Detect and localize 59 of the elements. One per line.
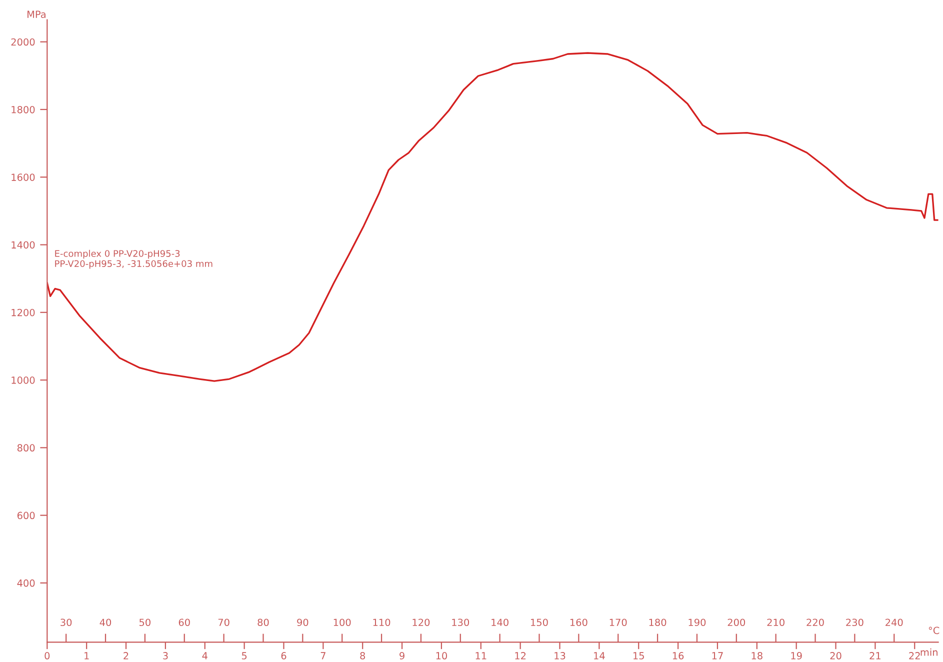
x-tick-label: 22 — [909, 652, 920, 660]
x-tick-label: 12 — [515, 652, 526, 660]
x2-tick-label: 160 — [570, 618, 588, 626]
y-tick-label: 1600 — [12, 174, 35, 181]
x2-tick-label: 140 — [492, 618, 508, 626]
x-tick-label: 17 — [712, 652, 723, 660]
y-tick-label: 2000 — [11, 38, 35, 46]
x2-tick-label: 150 — [531, 618, 548, 626]
x2-tick-label: 40 — [100, 618, 112, 626]
x2-tick-label: 30 — [60, 618, 72, 626]
x2-tick-label: 230 — [846, 618, 864, 626]
x-tick-label: 16 — [672, 652, 684, 660]
x-tick-label: 1 — [84, 652, 89, 660]
x-tick-label: 5 — [242, 652, 247, 660]
x-tick-label: 0 — [44, 652, 50, 660]
x-axis-title: min — [920, 648, 938, 656]
x2-tick-label: 100 — [334, 618, 351, 626]
y-tick-label: 1400 — [12, 241, 35, 249]
x2-tick-label: 120 — [412, 618, 430, 626]
x-tick-label: 4 — [202, 652, 208, 660]
x-tick-label: 6 — [281, 652, 286, 660]
x2-tick-label: 220 — [806, 618, 824, 626]
x-tick-label: 18 — [752, 652, 762, 660]
y-tick-label: 1800 — [12, 106, 35, 114]
x2-tick-label: 70 — [218, 618, 230, 626]
x-tick-label: 10 — [436, 652, 447, 660]
x2-tick-label: 60 — [178, 618, 190, 626]
x2-tick-label: 210 — [767, 618, 784, 626]
x2-tick-label: 170 — [610, 618, 627, 626]
y-tick-label: 800 — [17, 444, 35, 452]
x2-tick-label: 80 — [258, 618, 269, 626]
x-tick-label: 2 — [124, 652, 128, 660]
line-series — [47, 52, 938, 382]
x2-tick-label: 190 — [688, 618, 706, 626]
x-tick-label: 3 — [163, 652, 168, 660]
y-tick-label: 400 — [17, 579, 35, 587]
y-tick-label: 1000 — [12, 376, 35, 384]
x-tick-label: 11 — [476, 652, 486, 660]
x-tick-label: 9 — [400, 652, 404, 660]
x-tick-label: 15 — [633, 652, 644, 660]
x2-tick-label: 110 — [373, 618, 390, 626]
y-tick-label: 600 — [17, 512, 35, 520]
x2-tick-label: 90 — [297, 618, 308, 626]
x2-tick-label: 200 — [728, 618, 746, 626]
x-tick-label: 20 — [830, 652, 842, 660]
x2-tick-label: 240 — [886, 618, 903, 626]
x-tick-label: 21 — [870, 652, 880, 660]
x-tick-label: 19 — [791, 652, 802, 660]
x2-tick-label: 130 — [452, 618, 470, 626]
x-tick-label: 7 — [320, 652, 326, 660]
x-tick-label: 14 — [594, 652, 605, 660]
x-tick-label: 8 — [360, 652, 366, 660]
x-tick-label: 13 — [554, 652, 566, 660]
y-axis-title: MPa — [28, 10, 46, 18]
x2-tick-label: 50 — [140, 618, 150, 626]
x2-tick-label: 180 — [649, 618, 666, 626]
annotation: E-complex 0 PP-V20-pH95-3 PP-V20-pH95-3, -31.5056e+03 mm — [55, 250, 212, 269]
x2-axis-title: °C — [928, 626, 940, 634]
y-tick-label: 1200 — [12, 308, 35, 316]
